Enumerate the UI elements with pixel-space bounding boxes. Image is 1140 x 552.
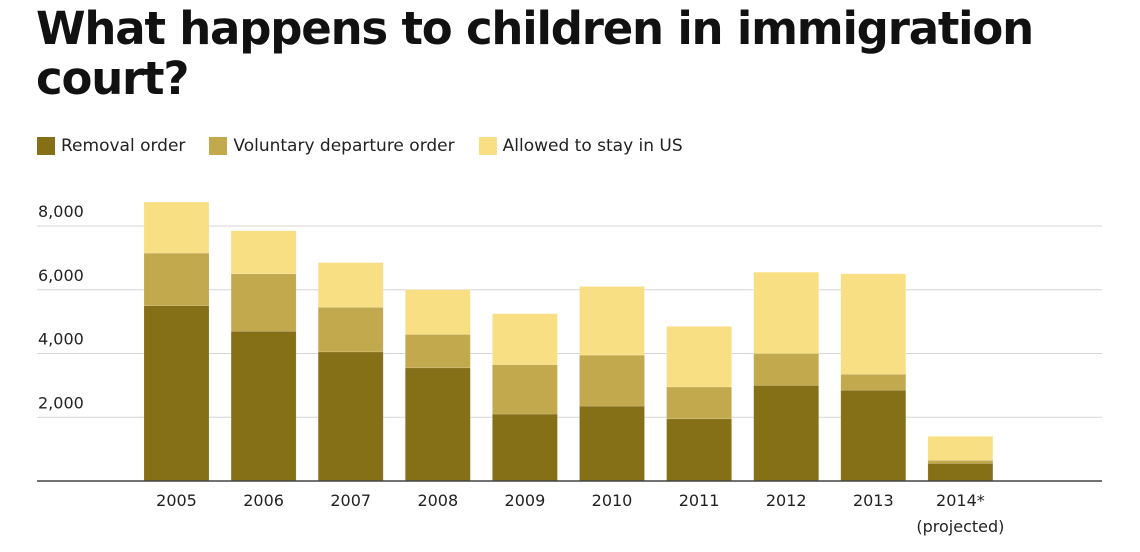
bar-voluntary-2013 [840, 373, 907, 391]
chart-title: What happens to children in immigration … [36, 2, 1034, 105]
bar-removal-2010 [579, 405, 645, 482]
bar-voluntary-2012 [753, 353, 819, 386]
bar-allowed-2010 [579, 286, 645, 356]
legend-label-allowed: Allowed to stay in US [502, 136, 683, 156]
y-tick-label-6000: 6,000 [38, 266, 84, 285]
bar-allowed-2005 [143, 201, 210, 254]
legend-item-removal: Removal order [37, 136, 185, 156]
x-tick-sublabel-2014: (projected) [916, 517, 1004, 536]
bar-removal-2007 [317, 351, 384, 482]
bar-removal-2006 [230, 330, 297, 482]
y-tick-label-8000: 8,000 [38, 202, 84, 221]
x-tick-label-2012: 2012 [766, 491, 807, 510]
x-tick-label-2009: 2009 [505, 491, 546, 510]
bar-voluntary-2011 [666, 386, 732, 420]
x-tick-label-2010: 2010 [592, 491, 633, 510]
bar-allowed-2006 [230, 230, 297, 275]
x-tick-label-2008: 2008 [417, 491, 458, 510]
legend-item-allowed: Allowed to stay in US [478, 136, 683, 156]
bar-removal-2008 [405, 367, 471, 482]
bar-allowed-2014 [927, 436, 994, 461]
bar-removal-2012 [753, 385, 819, 482]
bar-voluntary-2007 [317, 307, 384, 353]
legend: Removal order Voluntary departure order … [37, 136, 707, 156]
y-tick-label-4000: 4,000 [38, 330, 84, 349]
legend-item-voluntary: Voluntary departure order [209, 136, 455, 156]
x-tick-label-2006: 2006 [243, 491, 284, 510]
bar-voluntary-2009 [492, 364, 558, 415]
bar-voluntary-2014 [927, 460, 994, 464]
bar-removal-2009 [492, 413, 558, 482]
bar-voluntary-2008 [405, 334, 471, 369]
bar-allowed-2011 [666, 326, 732, 388]
y-tick-label-2000: 2,000 [38, 393, 84, 412]
bar-removal-2005 [143, 305, 210, 482]
x-tick-label-2005: 2005 [156, 491, 197, 510]
bar-allowed-2008 [405, 289, 471, 335]
bar-removal-2013 [840, 389, 907, 482]
bar-removal-2011 [666, 418, 732, 482]
bar-voluntary-2006 [230, 273, 297, 332]
x-tick-label-2014: 2014* [936, 491, 985, 510]
x-tick-label-2013: 2013 [853, 491, 894, 510]
bar-voluntary-2010 [579, 354, 645, 407]
x-tick-label-2007: 2007 [330, 491, 371, 510]
legend-label-voluntary: Voluntary departure order [233, 136, 455, 156]
legend-swatch-voluntary [209, 137, 228, 155]
legend-label-removal: Removal order [61, 136, 186, 156]
bar-allowed-2012 [753, 271, 819, 354]
x-tick-label-2011: 2011 [679, 491, 720, 510]
bar-allowed-2009 [492, 313, 558, 365]
bar-allowed-2013 [840, 273, 907, 375]
bar-removal-2014 [927, 463, 994, 482]
bar-allowed-2007 [317, 262, 384, 308]
legend-swatch-allowed [478, 137, 497, 155]
bar-voluntary-2005 [143, 252, 210, 306]
legend-swatch-removal [37, 137, 55, 155]
